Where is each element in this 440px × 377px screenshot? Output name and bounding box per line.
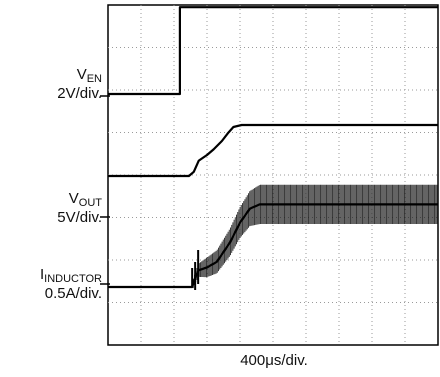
iinductor-scale: 0.5A/div. xyxy=(44,285,102,302)
iinductor-label: IINDUCTOR 0.5A/div. xyxy=(40,266,102,302)
traces xyxy=(108,6,438,290)
ven-label: VEN 2V/div. xyxy=(57,66,102,102)
x-axis-label: 400μs/div. xyxy=(240,352,308,369)
ven-scale: 2V/div. xyxy=(57,85,102,102)
vout-name: V xyxy=(68,190,79,207)
series-vout-line xyxy=(108,123,438,178)
vout-label: VOUT 5V/div. xyxy=(57,190,102,226)
vout-subscript: OUT xyxy=(78,197,102,209)
vout-scale: 5V/div. xyxy=(57,209,102,226)
iinductor-name: I xyxy=(39,266,45,283)
series-iinductor-line xyxy=(108,203,438,289)
ven-subscript: EN xyxy=(86,73,102,85)
ven-name: V xyxy=(76,66,87,83)
iinductor-subscript: INDUCTOR xyxy=(44,273,102,285)
series-ven-line xyxy=(108,6,438,96)
